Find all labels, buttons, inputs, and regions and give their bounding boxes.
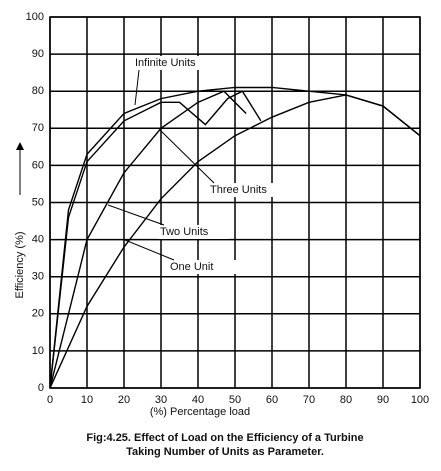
y-tick-label: 0: [38, 382, 44, 394]
y-tick-label: 50: [32, 196, 44, 208]
label-bg: [208, 183, 278, 197]
series-label: Two Units: [160, 226, 209, 238]
x-tick-label: 100: [411, 394, 429, 406]
leader-line: [124, 239, 175, 261]
leader-line: [107, 204, 165, 226]
x-tick-label: 0: [47, 394, 53, 406]
x-tick-label: 40: [192, 394, 204, 406]
x-tick-label: 60: [266, 394, 278, 406]
series-label: Three Units: [210, 184, 267, 196]
x-tick-label: 70: [303, 394, 315, 406]
y-tick-label: 30: [32, 271, 44, 283]
x-axis-label: (%) Percentage load: [150, 406, 250, 418]
y-tick-label: 100: [26, 11, 44, 23]
x-tick-label: 50: [229, 394, 241, 406]
y-tick-label: 70: [32, 122, 44, 134]
x-tick-label: 30: [155, 394, 167, 406]
axis-arrow-head: [16, 142, 24, 150]
line: [49, 90, 247, 389]
label-bg: [168, 260, 238, 274]
y-tick-label: 40: [32, 234, 44, 246]
leader-line: [159, 129, 215, 184]
y-tick-label: 10: [32, 345, 44, 357]
y-tick-label: 20: [32, 308, 44, 320]
y-tick-label: 60: [32, 159, 44, 171]
label-bg: [133, 56, 203, 70]
leader-line: [134, 69, 140, 106]
x-tick-label: 90: [377, 394, 389, 406]
series-label: Infinite Units: [135, 57, 196, 69]
label-bg: [158, 225, 228, 239]
x-tick-label: 20: [118, 394, 130, 406]
y-tick-label: 80: [32, 85, 44, 97]
line: [49, 90, 262, 389]
caption: Taking Number of Units as Parameter.: [126, 446, 324, 458]
series-label: One Unit: [170, 261, 213, 273]
caption: Fig:4.25. Effect of Load on the Efficien…: [86, 432, 363, 444]
y-axis-label: Efficiency (%): [14, 231, 26, 298]
line: [49, 94, 421, 389]
x-tick-label: 80: [340, 394, 352, 406]
y-tick-label: 90: [32, 48, 44, 60]
x-tick-label: 10: [81, 394, 93, 406]
